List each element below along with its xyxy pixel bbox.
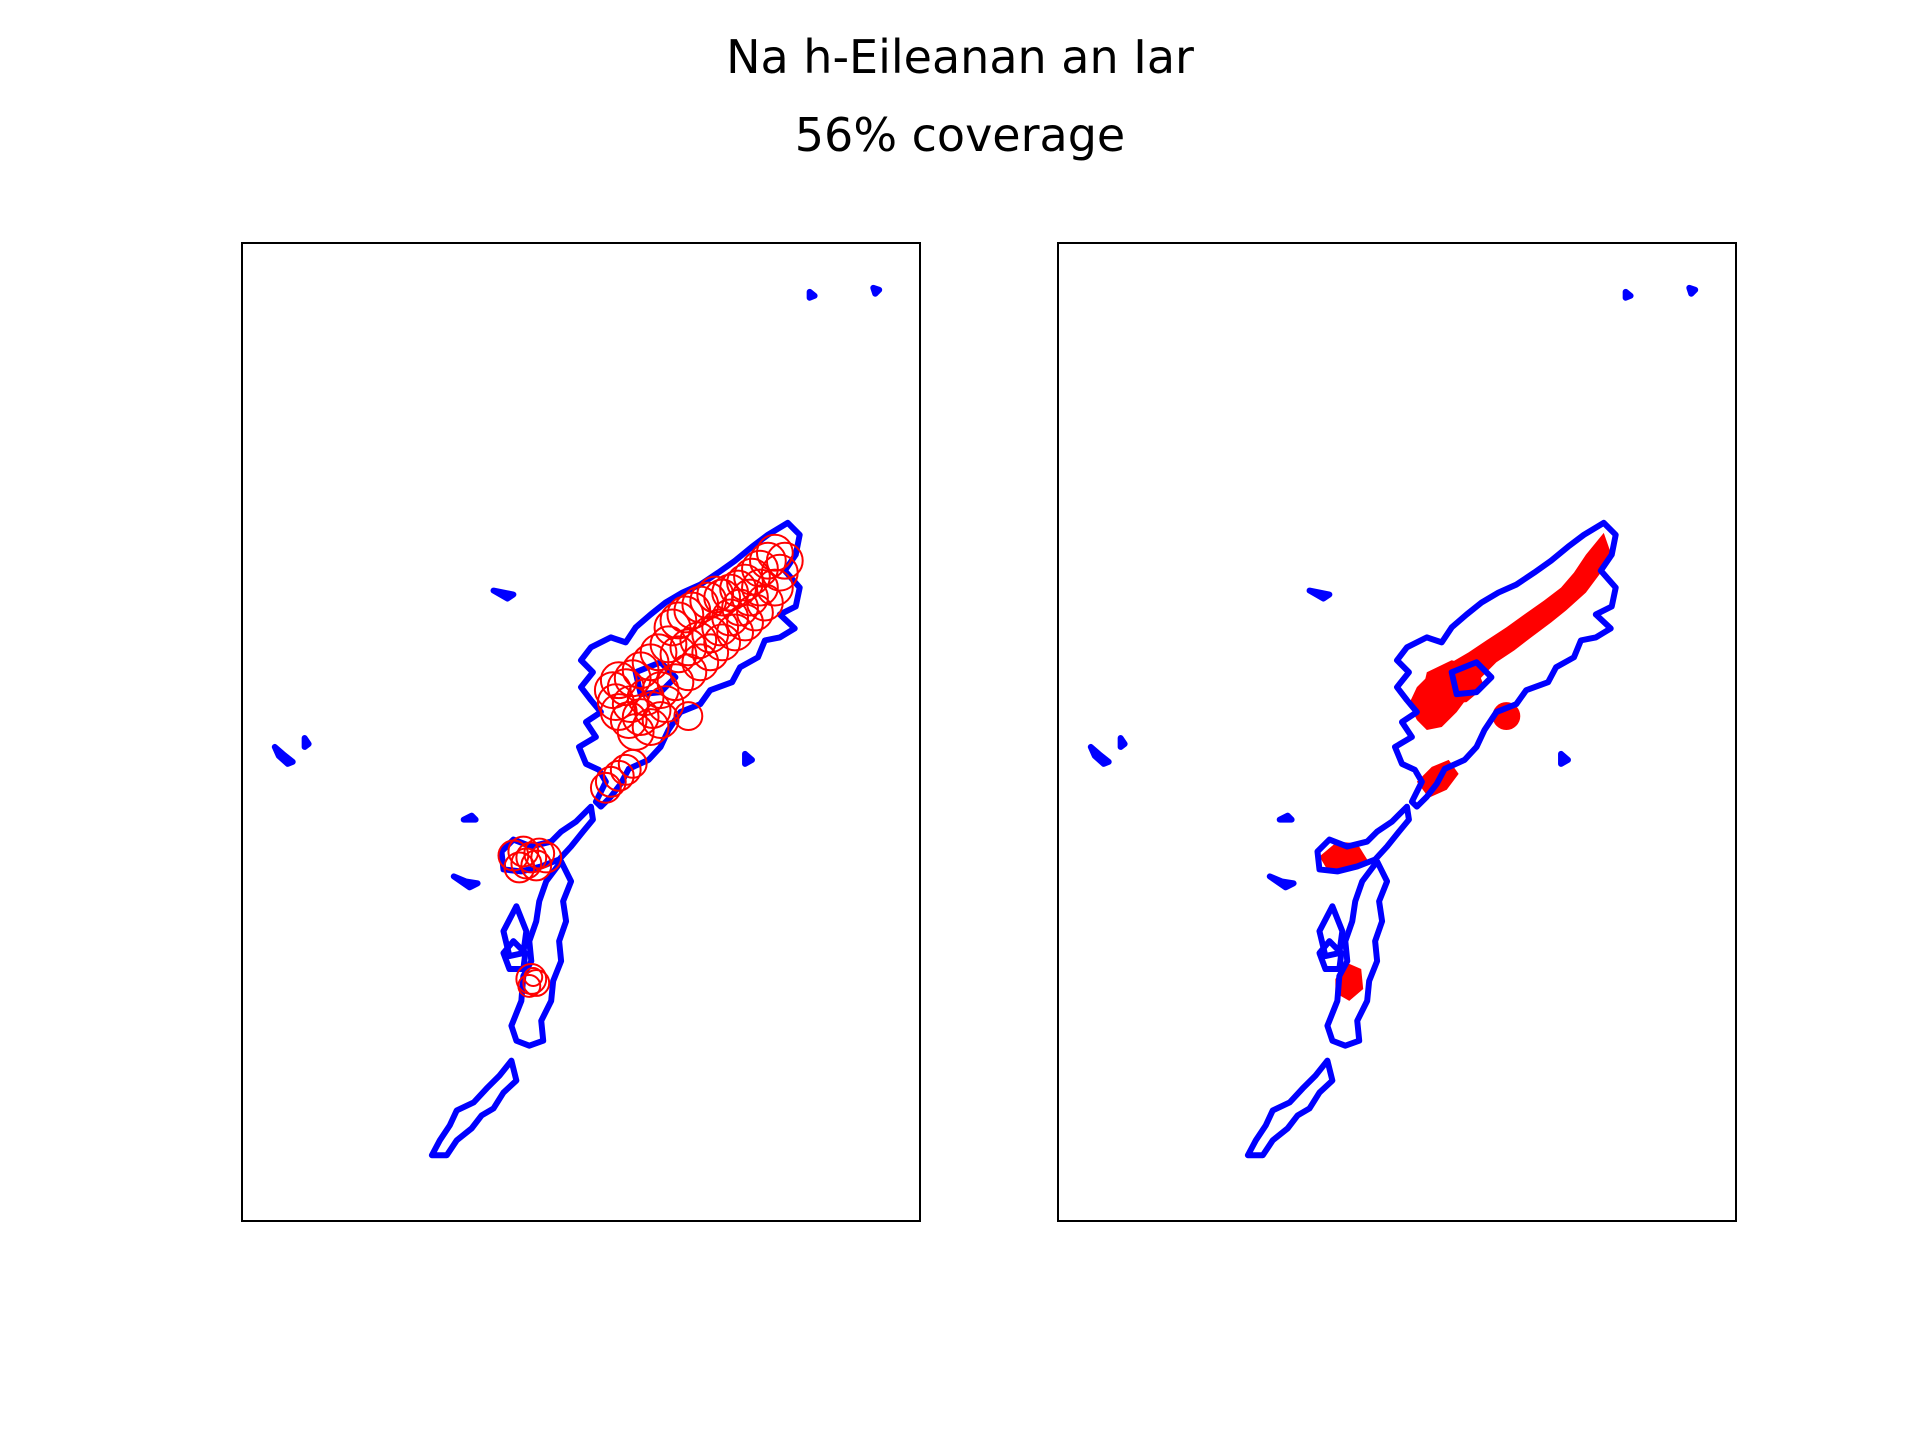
coastline-eriskay-barra (428, 1057, 520, 1159)
coastline-north-uist (1314, 803, 1412, 875)
coastline-north-rona (1622, 288, 1634, 301)
coastline-flannan (1306, 587, 1333, 602)
coastline-shiant (1558, 750, 1571, 767)
coastline-heisker (450, 873, 481, 891)
coastline-sula-sgeir (1686, 284, 1699, 297)
coverage-cluster-harris (589, 748, 648, 804)
map-right-svg (1087, 284, 1699, 1159)
coverage-subtitle: 56% coverage (794, 108, 1126, 162)
coastline-monach (460, 812, 479, 823)
figure-title-block: Na h-Eileanan an Iar 56% coverage (0, 18, 1920, 174)
coastline-south-uist (508, 858, 575, 1049)
map-left-svg (271, 284, 883, 1159)
coverage-circles-layer (497, 533, 804, 998)
coastline-sula-sgeir (870, 284, 883, 297)
map-panel-left (241, 242, 921, 1222)
coastline-south-uist (1324, 858, 1391, 1049)
coastline-shiant (742, 750, 755, 767)
coastline-heisker (1266, 873, 1297, 891)
coverage-cluster-north-uist (497, 835, 563, 884)
coastline-lewis-harris (1392, 519, 1619, 810)
coverage-circle-stornoway (673, 701, 704, 732)
coastline-harris-inner (1448, 659, 1495, 698)
map-panel-right (1057, 242, 1737, 1222)
coastline-north-rona (806, 288, 818, 301)
coastline-st-kilda-2 (301, 734, 312, 750)
coastline-benbecula-west (1316, 903, 1346, 960)
coastline-eriskay-barra (1244, 1057, 1336, 1159)
coastline-st-kilda (271, 743, 296, 767)
figure-title: Na h-Eileanan an Iar (726, 30, 1194, 84)
coastline-uist-loop (1316, 938, 1345, 973)
coastline-benbecula-west (500, 903, 530, 960)
coverage-cluster-south-uist (515, 963, 551, 998)
coastline-monach (1276, 812, 1295, 823)
coastline-uist-loop (500, 938, 529, 973)
coastline-north-uist (498, 803, 596, 875)
coverage-cluster-lewis-north (593, 533, 804, 751)
coastline-layer (271, 284, 883, 1159)
coastline-st-kilda-2 (1117, 734, 1128, 750)
coastline-layer (1087, 284, 1699, 1159)
coverage-area-layer (1319, 532, 1611, 1001)
coastline-flannan (490, 587, 517, 602)
coastline-st-kilda (1087, 743, 1112, 767)
